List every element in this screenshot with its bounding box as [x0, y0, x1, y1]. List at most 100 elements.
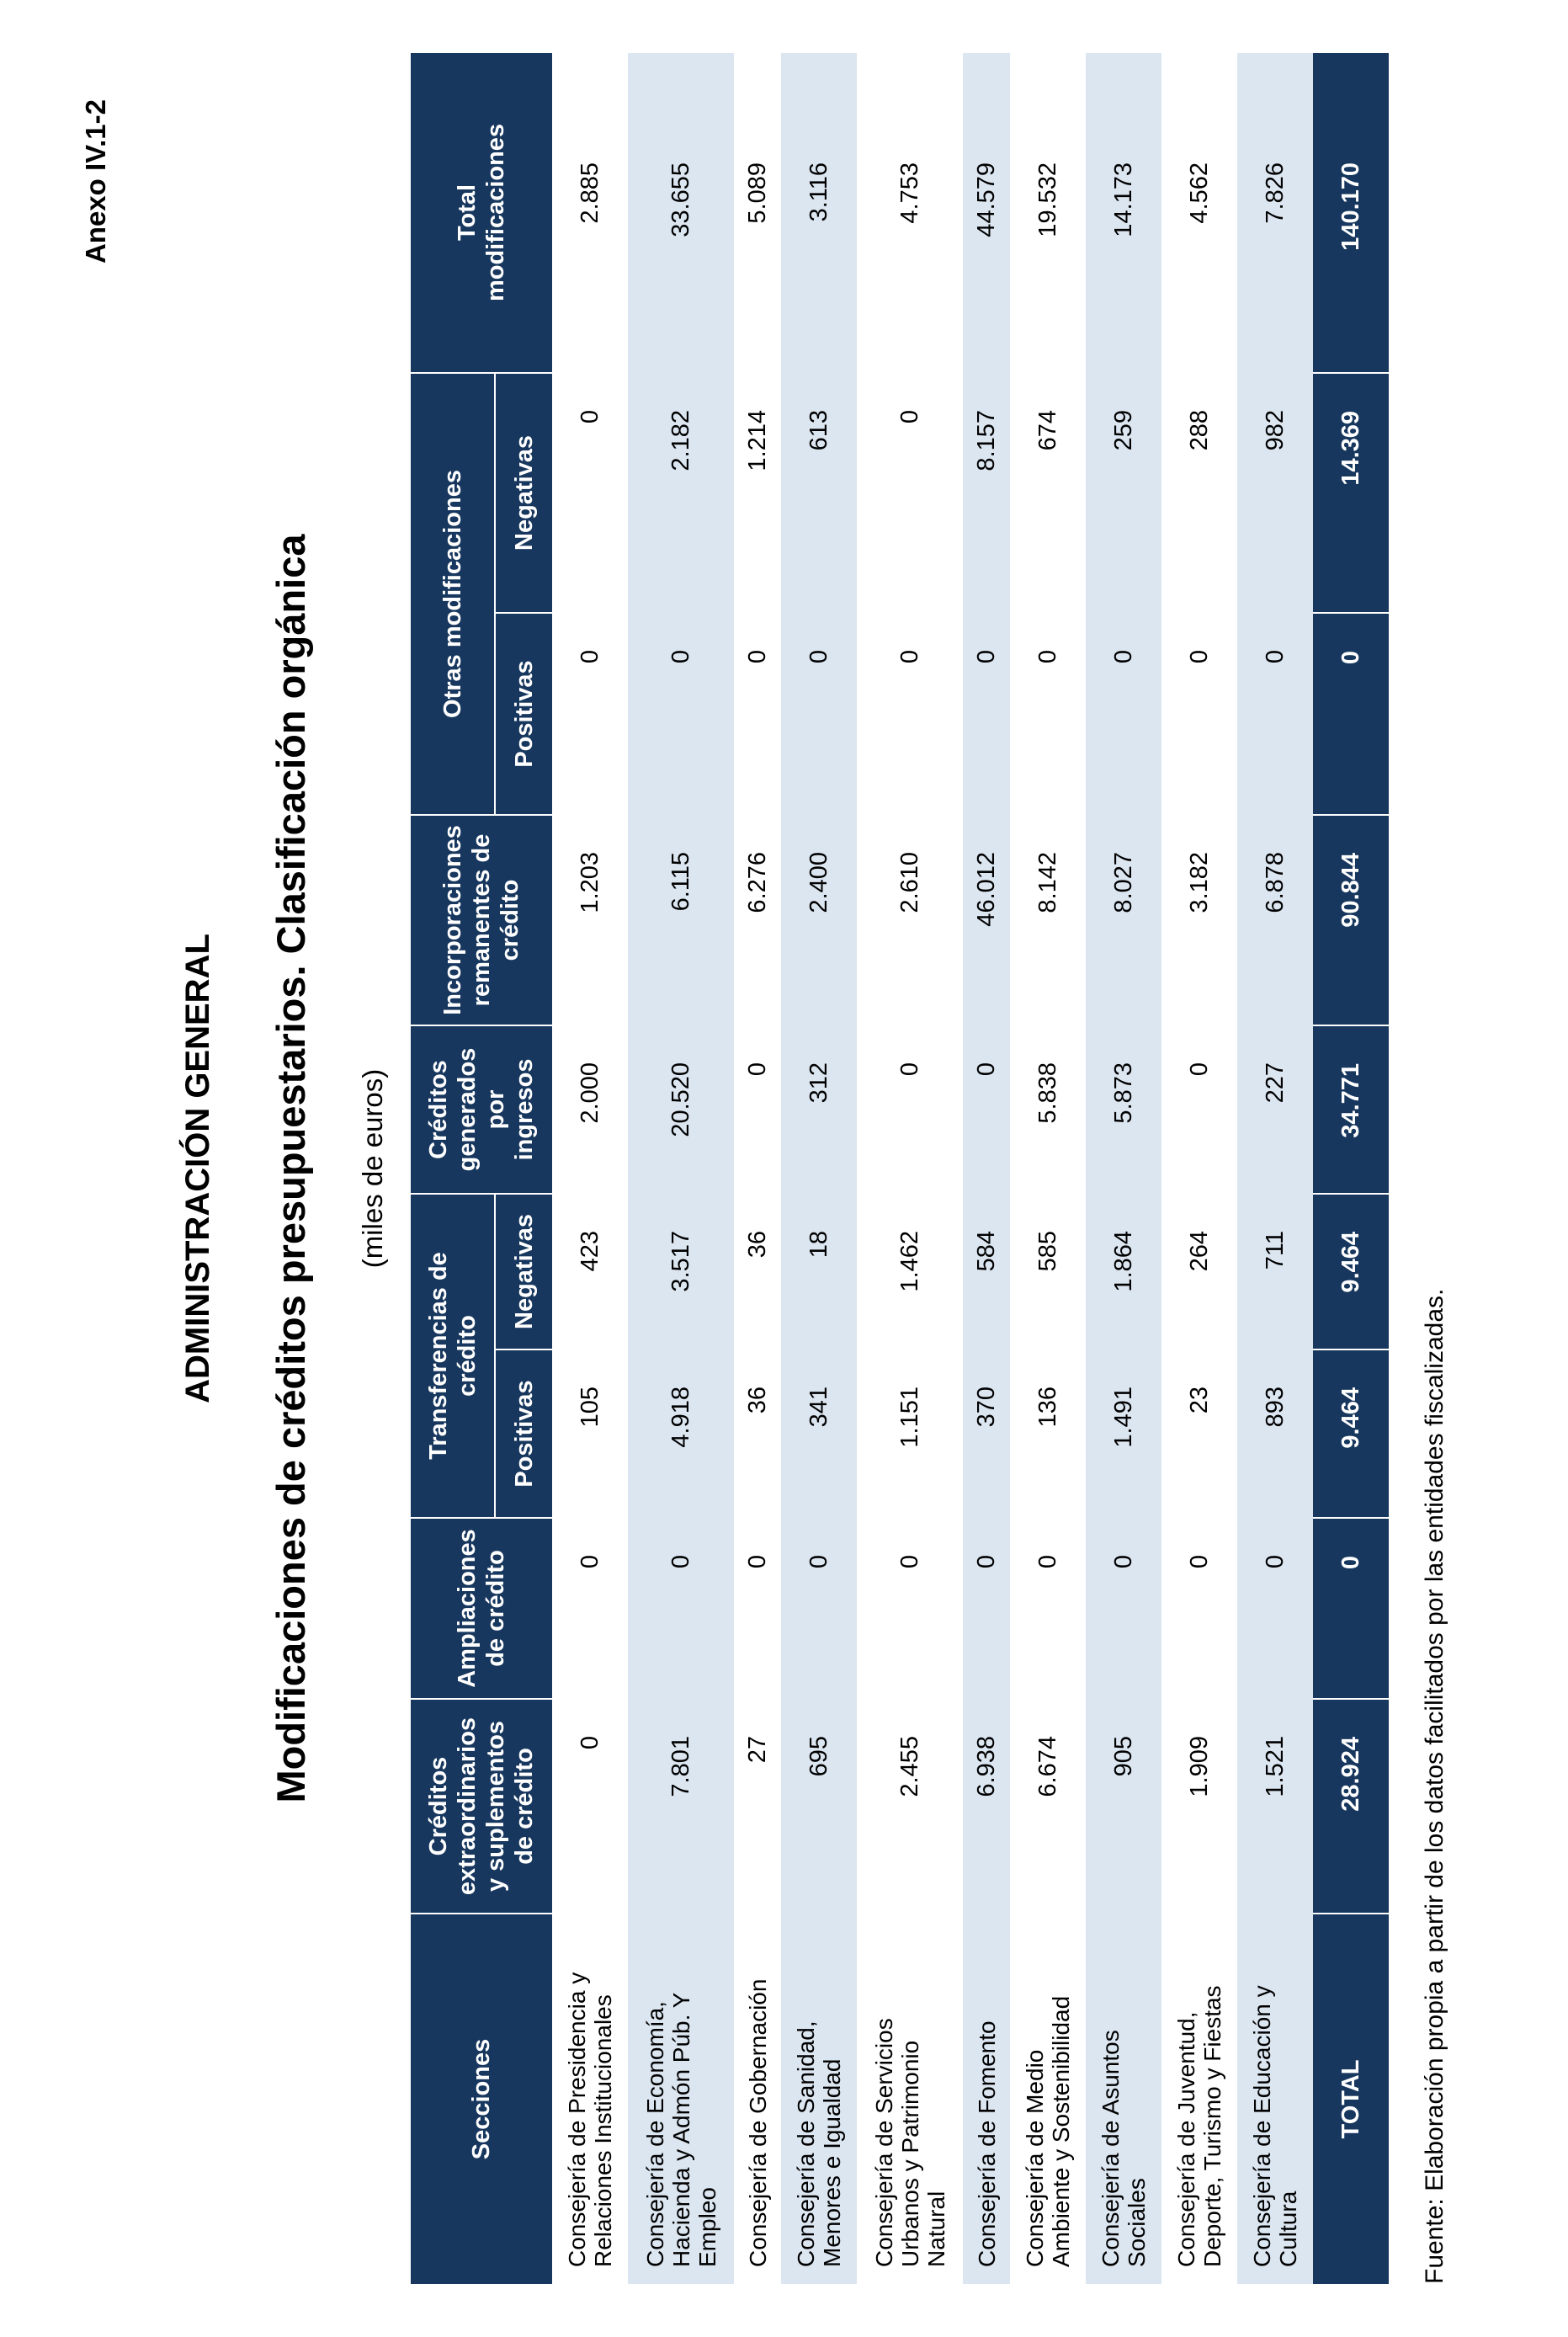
value-cell: 6.878	[1237, 814, 1313, 1025]
value-cell: 1.521	[1237, 1699, 1313, 1914]
value-cell: 0	[576, 409, 603, 424]
value-cell: 0	[963, 1025, 1010, 1194]
value-cell: 0	[1237, 1518, 1313, 1699]
value-cell: 893	[1237, 1349, 1313, 1518]
table-row: Consejería de Juventud, Deporte, Turismo…	[1161, 53, 1237, 2284]
value-cell: 18	[781, 1193, 857, 1349]
table-row: Consejería de Educación y Cultura 1.521 0 8…	[1237, 52, 1313, 2284]
value-cell: 8.027	[1086, 814, 1161, 1025]
value-cell: 1.203	[576, 851, 603, 913]
table-row: Consejería de Economía, Hacienda y Admón…	[628, 52, 734, 2284]
value-cell: 227	[1237, 1025, 1313, 1194]
value-cell: 7.801	[628, 1699, 734, 1914]
total-row: TOTAL 28.924 0 9.464 9.464 34.771 90.844 0 14.36…	[1313, 52, 1389, 2284]
source-note: Fuente: Elaboración propia a partir de l…	[1421, 1288, 1448, 2284]
row-section-name: Consejería de Juventud, Deporte, Turismo…	[1173, 1985, 1225, 2267]
row-section-name: Consejería de Servicios Urbanos y Patrim…	[870, 2018, 949, 2267]
value-cell: 4.753	[896, 162, 923, 224]
value-cell: 19.532	[1034, 162, 1061, 237]
value-cell: 46.012	[963, 814, 1010, 1025]
value-cell: 905	[1086, 1699, 1161, 1914]
value-cell: 27	[743, 1736, 771, 1764]
value-cell: 6.938	[963, 1699, 1010, 1914]
value-cell: 1.491	[1086, 1349, 1161, 1518]
value-cell: 4.918	[628, 1349, 734, 1518]
row-section-name: Consejería de Sanidad, Menores e Igualda…	[781, 1914, 857, 2284]
header-total-modificaciones: Total modificaciones	[411, 52, 552, 373]
page-subtitle: Modificaciones de créditos presupuestari…	[268, 534, 313, 1803]
header-creditos-extraordinarios: Créditos extraordinarios y suplementos d…	[411, 1699, 552, 1914]
value-cell: 2.455	[896, 1736, 923, 1797]
table-header: Secciones Créditos extraordinarios y sup…	[411, 52, 552, 2284]
row-section-name: Consejería de Fomento	[963, 1914, 1010, 2284]
row-section-name: Consejería de Educación y Cultura	[1237, 1914, 1313, 2284]
value-cell: 1.864	[1086, 1193, 1161, 1349]
value-cell: 711	[1237, 1193, 1313, 1349]
row-section-name: Consejería de Medio Ambiente y Sostenibi…	[1022, 1995, 1074, 2267]
total-value-cell: 140.170	[1313, 52, 1389, 373]
total-label: TOTAL	[1313, 1914, 1389, 2284]
table-row: Consejería de Servicios Urbanos y Patrim…	[857, 53, 963, 2284]
value-cell: 0	[1237, 612, 1313, 815]
value-cell: 2.885	[576, 162, 603, 224]
value-cell: 6.115	[628, 814, 734, 1025]
table-row: Consejería de Gobernación 27 0 36 36 0 6.276 0 1…	[734, 53, 781, 2284]
value-cell: 0	[743, 649, 771, 664]
total-value-cell: 28.924	[1313, 1699, 1389, 1914]
value-cell: 7.826	[1237, 52, 1313, 373]
value-cell: 20.520	[628, 1025, 734, 1194]
total-value-cell: 0	[1313, 1518, 1389, 1699]
value-cell: 5.838	[1034, 1062, 1061, 1124]
value-cell: 4.562	[1185, 162, 1213, 224]
value-cell: 0	[1034, 649, 1061, 664]
value-cell: 0	[781, 1518, 857, 1699]
value-cell: 0	[896, 649, 923, 664]
subheader-transferencias-positivas: Positivas	[495, 1349, 552, 1518]
value-cell: 584	[963, 1193, 1010, 1349]
value-cell: 1.214	[743, 409, 771, 471]
header-creditos-generados: Créditos generados por ingresos	[411, 1025, 552, 1194]
value-cell: 33.655	[628, 52, 734, 373]
row-section-name: Consejería de Gobernación	[744, 1978, 771, 2267]
value-cell: 36	[743, 1230, 771, 1259]
table-row: Consejería de Sanidad, Menores e Igualda…	[781, 52, 857, 2284]
value-cell: 0	[1185, 649, 1213, 664]
value-cell: 6.674	[1034, 1736, 1061, 1797]
value-cell: 2.000	[576, 1062, 603, 1124]
value-cell: 585	[1034, 1230, 1061, 1272]
value-cell: 3.182	[1185, 851, 1213, 913]
value-cell: 0	[576, 1736, 603, 1750]
row-section-name: Consejería de Economía, Hacienda y Admón…	[628, 1914, 734, 2284]
value-cell: 341	[781, 1349, 857, 1518]
value-cell: 0	[896, 409, 923, 424]
annex-label: Anexo IV.1-2	[80, 99, 111, 264]
value-cell: 0	[1034, 1555, 1061, 1569]
value-cell: 674	[1034, 409, 1061, 451]
value-cell: 1.151	[896, 1387, 923, 1448]
total-value-cell: 9.464	[1313, 1193, 1389, 1349]
value-cell: 0	[743, 1062, 771, 1077]
value-cell: 312	[781, 1025, 857, 1194]
value-cell: 695	[781, 1699, 857, 1914]
value-cell: 0	[576, 649, 603, 664]
header-transferencias-group: Transferencias de crédito	[411, 1193, 495, 1518]
total-value-cell: 9.464	[1313, 1349, 1389, 1518]
value-cell: 2.400	[781, 814, 857, 1025]
value-cell: 0	[743, 1555, 771, 1569]
value-cell: 14.173	[1086, 52, 1161, 373]
value-cell: 44.579	[963, 52, 1010, 373]
table-row: Consejería de Fomento 6.938 0 370 584 0 46.012…	[963, 52, 1010, 2284]
subheader-transferencias-negativas: Negativas	[495, 1193, 552, 1349]
value-cell: 3.517	[628, 1193, 734, 1349]
value-cell: 136	[1034, 1387, 1061, 1428]
header-ampliaciones: Ampliaciones de crédito	[411, 1518, 552, 1699]
row-section-name: Consejería de Asuntos Sociales	[1086, 1914, 1161, 2284]
value-cell: 259	[1086, 372, 1161, 613]
value-cell: 0	[963, 612, 1010, 815]
value-cell: 2.182	[628, 372, 734, 613]
value-cell: 36	[743, 1387, 771, 1414]
subheader-otras-positivas: Positivas	[495, 612, 552, 815]
header-row-groups: Secciones Créditos extraordinarios y sup…	[411, 52, 552, 2284]
